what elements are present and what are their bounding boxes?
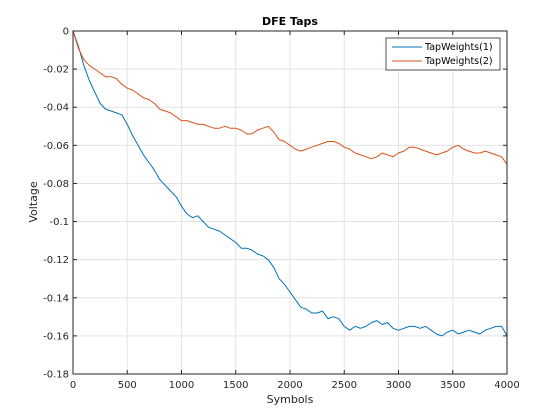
series-line-2 bbox=[72, 30, 508, 165]
x-tick-label: 0 bbox=[70, 380, 76, 391]
x-tick-label: 1000 bbox=[169, 380, 194, 391]
legend-label-series-2: TapWeights(2) bbox=[424, 56, 493, 67]
y-tick-label: -0.02 bbox=[43, 65, 69, 76]
x-tick-label: 3500 bbox=[440, 380, 465, 391]
y-tick-label: 0 bbox=[63, 27, 69, 38]
series-layer bbox=[72, 30, 508, 337]
y-tick-label: -0.14 bbox=[43, 293, 69, 304]
x-tick-labels: 0 500 1000 1500 2000 2500 3000 3500 4000 bbox=[70, 380, 520, 391]
y-tick-label: -0.08 bbox=[43, 179, 69, 190]
y-tick-label: -0.12 bbox=[43, 255, 69, 266]
y-tick-label: -0.16 bbox=[43, 331, 69, 342]
x-axis-label: Symbols bbox=[267, 393, 314, 406]
legend-box bbox=[385, 37, 501, 71]
legend: TapWeights(1) TapWeights(2) bbox=[385, 37, 501, 71]
y-axis-label: Voltage bbox=[27, 181, 40, 222]
x-tick-label: 1500 bbox=[223, 380, 248, 391]
x-tick-label: 4000 bbox=[494, 380, 519, 391]
y-tick-label: -0.04 bbox=[43, 103, 69, 114]
legend-label-series-1: TapWeights(1) bbox=[424, 42, 493, 53]
y-tick-labels: 0 -0.02 -0.04 -0.06 -0.08 -0.1 -0.12 -0.14 -0.16… bbox=[43, 27, 69, 381]
series-line-1 bbox=[72, 30, 508, 337]
y-tick-label: -0.06 bbox=[43, 141, 69, 152]
x-tick-label: 3000 bbox=[386, 380, 411, 391]
x-tick-label: 500 bbox=[118, 380, 137, 391]
y-tick-label: -0.1 bbox=[49, 217, 69, 228]
ticks bbox=[72, 30, 508, 375]
chart-title: DFE Taps bbox=[262, 15, 318, 28]
x-tick-label: 2500 bbox=[332, 380, 357, 391]
x-tick-label: 2000 bbox=[277, 380, 302, 391]
y-tick-label: -0.18 bbox=[43, 370, 69, 381]
